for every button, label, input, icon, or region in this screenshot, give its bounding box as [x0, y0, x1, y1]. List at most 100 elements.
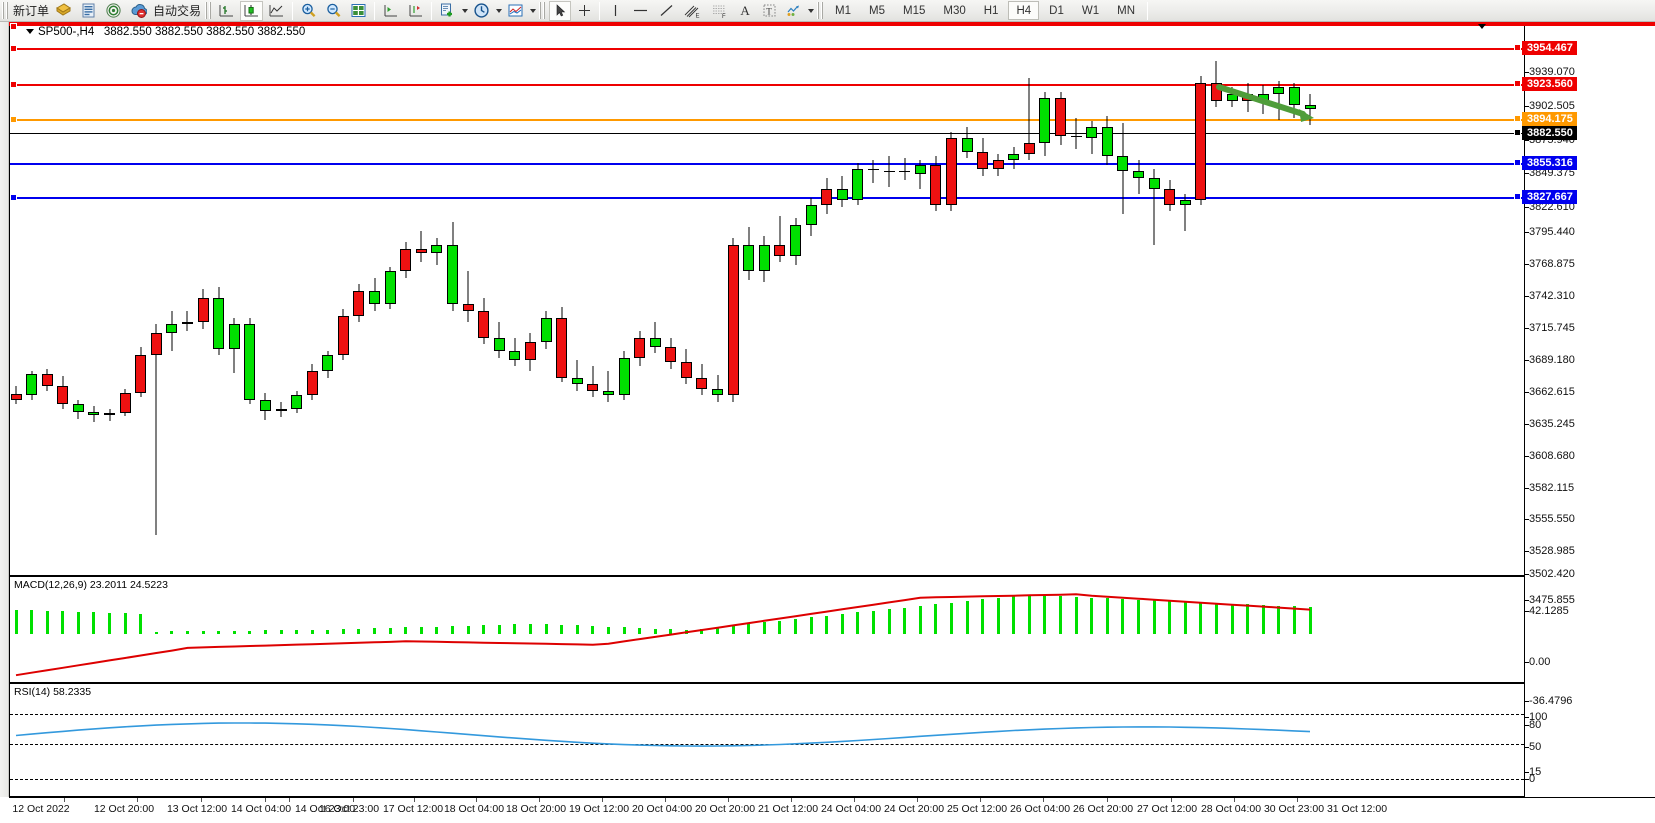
axis-price-label-resistance-1[interactable]: 3954.467 [1514, 41, 1577, 55]
chart-shift-button[interactable] [404, 1, 427, 21]
timeframe-h1[interactable]: H1 [983, 4, 999, 17]
price-line-resistance-2[interactable] [10, 84, 1524, 86]
horizontal-line-tool[interactable] [628, 1, 653, 21]
macd-histogram-bar [263, 630, 267, 635]
time-axis[interactable]: 12 Oct 2022 12 Oct 20:00 13 Oct 12:00 14 Oc… [9, 797, 1655, 823]
price-line-handle-resistance-1[interactable] [10, 45, 17, 52]
price-line-handle-support-2[interactable] [10, 194, 17, 201]
axis-label-handle[interactable] [1514, 80, 1521, 87]
price-line-handle-pivot[interactable] [10, 116, 17, 123]
periods-button[interactable] [470, 1, 493, 21]
trendline-tool[interactable] [655, 1, 678, 21]
text-tool[interactable]: A [740, 2, 750, 18]
symbol-caret-icon[interactable] [26, 29, 34, 34]
auto-scroll-button[interactable] [379, 1, 402, 21]
candle-body [244, 324, 256, 400]
rsi-pane[interactable]: RSI(14) 58.2335 [9, 683, 1525, 797]
top-resistance-handle[interactable] [10, 23, 17, 30]
timeframe-m15[interactable]: M15 [903, 4, 926, 17]
timeframe-m5[interactable]: M5 [869, 4, 885, 17]
macd-histogram-bar [544, 623, 548, 635]
candle [1273, 23, 1285, 575]
market-watch-icon[interactable] [77, 1, 100, 21]
candle [1008, 23, 1020, 575]
price-line-pivot[interactable] [10, 119, 1524, 121]
axis-price-label-pivot[interactable]: 3894.175 [1514, 112, 1577, 126]
axis-price-label-resistance-2[interactable]: 3923.560 [1514, 77, 1577, 91]
time-axis-label: 24 Oct 20:00 [883, 803, 945, 815]
time-axis-label: 24 Oct 04:00 [820, 803, 882, 815]
candle [945, 23, 957, 575]
time-axis-tick [289, 798, 290, 802]
candle-body [478, 311, 490, 338]
price-line-support-1[interactable] [10, 163, 1524, 165]
candle-body [1195, 82, 1207, 201]
axis-price-label-support-1[interactable]: 3855.316 [1514, 156, 1577, 170]
candle [883, 23, 895, 575]
toolbar-grip-3[interactable] [539, 2, 547, 19]
text-label-tool[interactable]: T [758, 1, 780, 21]
timeframe-mn[interactable]: MN [1117, 4, 1135, 17]
axis-price-label-last-price[interactable]: 3882.550 [1514, 126, 1577, 140]
toolbar-grip-4[interactable] [817, 2, 825, 19]
price-axis[interactable]: 3939.070 3902.505 3875.940 3849.375 3822.610… [1514, 22, 1655, 797]
axis-label-handle[interactable] [1514, 193, 1521, 200]
terminal-icon[interactable] [127, 1, 150, 21]
bar-chart-button[interactable] [215, 1, 238, 21]
timeframe-m30[interactable]: M30 [943, 4, 966, 17]
candlestick-chart-button[interactable] [240, 0, 264, 21]
objects-list-tool[interactable] [782, 1, 805, 21]
timeframe-h4[interactable]: H4 [1008, 1, 1040, 20]
candle [727, 23, 739, 575]
price-line-resistance-1[interactable] [10, 48, 1524, 50]
objects-dropdown-arrow[interactable] [806, 2, 815, 20]
candle [540, 23, 552, 575]
equidistant-channel-tool[interactable]: E [680, 1, 705, 21]
macd-histogram-bar [622, 627, 626, 635]
axis-label-handle[interactable] [1514, 159, 1521, 166]
price-line-support-2[interactable] [10, 197, 1524, 199]
axis-label-handle[interactable] [1514, 129, 1521, 136]
macd-histogram-bar [918, 605, 922, 635]
candle [821, 23, 833, 575]
timeframe-w1[interactable]: W1 [1081, 4, 1100, 17]
vertical-line-tool[interactable] [604, 1, 626, 21]
fibonacci-tool[interactable]: F [707, 1, 732, 21]
crosshair-tool[interactable] [573, 1, 595, 21]
axis-label-handle[interactable] [1514, 115, 1521, 122]
indicators-dropdown-arrow[interactable] [460, 2, 469, 20]
cursor-tool[interactable] [549, 0, 572, 21]
line-chart-button[interactable] [265, 1, 288, 21]
zoom-out-button[interactable] [322, 1, 345, 21]
top-resistance-band[interactable] [9, 22, 1655, 26]
price-line-last-price[interactable] [10, 133, 1524, 134]
autotrade-label[interactable]: 自动交易 [153, 4, 202, 18]
macd-histogram-bar [513, 624, 517, 635]
indicators-button[interactable] [436, 1, 459, 21]
zoom-in-button[interactable] [297, 1, 320, 21]
axis-label-handle[interactable] [1514, 44, 1521, 51]
macd-histogram-bar [451, 626, 455, 635]
candle-wick [186, 311, 188, 332]
macd-pane[interactable]: MACD(12,26,9) 23.2011 24.5223 [9, 576, 1525, 683]
new-order-label[interactable]: 新订单 [13, 4, 50, 18]
templates-button[interactable] [504, 1, 527, 21]
candle [306, 23, 318, 575]
periods-dropdown-arrow[interactable] [494, 2, 503, 20]
timeframe-d1[interactable]: D1 [1049, 4, 1064, 17]
navigator-icon[interactable] [102, 1, 125, 21]
axis-price-label-support-2[interactable]: 3827.667 [1514, 190, 1577, 204]
price-pane[interactable]: SP500-,H4 3882.550 3882.550 3882.550 388… [9, 22, 1525, 576]
price-line-handle-resistance-2[interactable] [10, 81, 17, 88]
candle [291, 23, 303, 575]
candle [369, 23, 381, 575]
tile-windows-button[interactable] [347, 1, 370, 21]
timeframe-m1[interactable]: M1 [835, 4, 852, 17]
templates-dropdown-arrow[interactable] [528, 2, 537, 20]
chart-dropdown-caret[interactable] [1478, 24, 1486, 29]
toolbar-grip[interactable] [2, 2, 9, 19]
toolbar-grip-2[interactable] [205, 2, 213, 19]
new-order-icon[interactable] [52, 1, 75, 21]
candle [353, 23, 365, 575]
candle [1039, 23, 1051, 575]
